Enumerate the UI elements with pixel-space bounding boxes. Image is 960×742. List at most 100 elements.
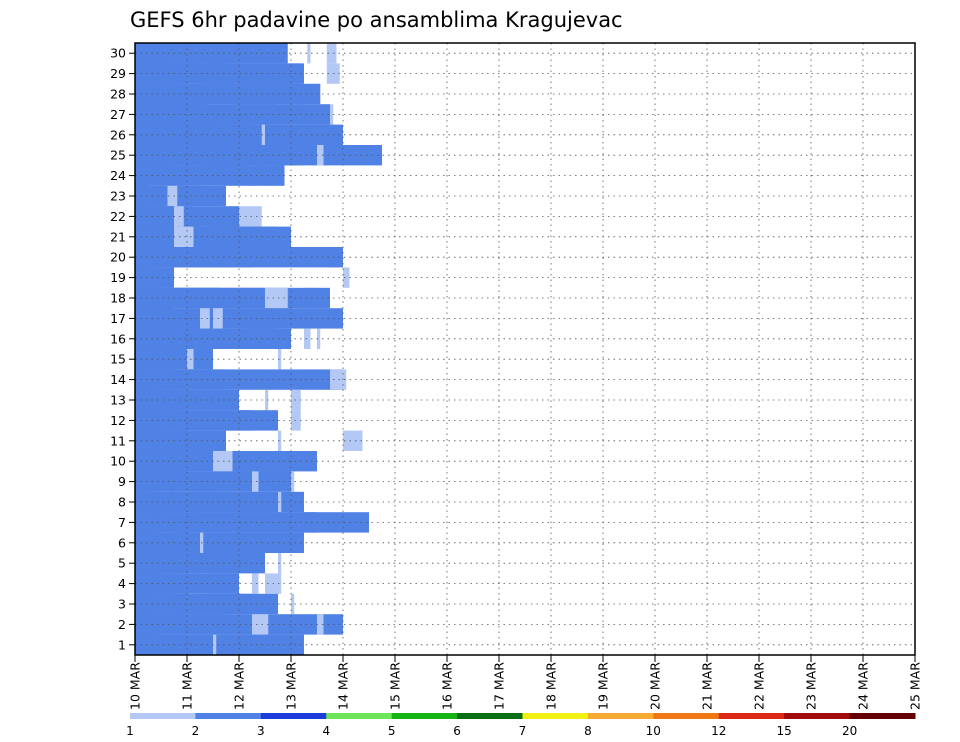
heatmap-cell	[291, 593, 295, 615]
x-tick-label: 18 MAR	[544, 662, 559, 710]
x-tick-label: 17 MAR	[492, 662, 507, 710]
colorbar-swatch	[587, 713, 654, 719]
chart-title: GEFS 6hr padavine po ansamblima Kragujev…	[130, 8, 623, 32]
y-tick-label: 20	[110, 250, 126, 265]
heatmap-cell	[135, 491, 161, 513]
heatmap-cell	[343, 430, 363, 451]
heatmap-cell	[135, 451, 200, 472]
heatmap-cell	[261, 124, 265, 145]
heatmap-cell	[200, 308, 210, 329]
colorbar-label: 8	[584, 724, 592, 738]
heatmap-cell	[343, 267, 350, 288]
y-tick-label: 29	[110, 66, 126, 81]
y-tick-label: 9	[118, 474, 126, 489]
y-tick-label: 30	[110, 46, 126, 61]
x-tick-label: 13 MAR	[284, 662, 299, 710]
y-tick-label: 4	[118, 576, 126, 591]
y-tick-label: 12	[110, 413, 126, 428]
y-tick-label: 21	[110, 229, 126, 244]
heatmap-cell	[317, 328, 321, 349]
heatmap-cell	[135, 491, 304, 513]
heatmap-cell	[135, 553, 265, 574]
heatmap-cell	[174, 206, 184, 227]
x-tick-label: 11 MAR	[180, 662, 195, 710]
colorbar-swatch	[784, 713, 851, 719]
colorbar-swatch	[457, 713, 523, 719]
x-tick-label: 20 MAR	[648, 662, 663, 710]
y-tick-label: 6	[118, 535, 126, 550]
colorbar-label: 20	[842, 724, 857, 738]
heatmap-cell	[278, 430, 282, 451]
heatmap-cell	[278, 553, 282, 574]
y-tick-label: 7	[118, 515, 126, 530]
colorbar-label: 1	[126, 724, 134, 738]
heatmap-cell	[135, 471, 174, 492]
colorbar-swatch	[653, 713, 720, 719]
colorbar-label: 5	[388, 724, 396, 738]
heatmap-cell	[265, 389, 269, 411]
heatmap-cell	[135, 206, 239, 227]
colorbar-swatch	[522, 713, 589, 719]
plot-frame	[134, 42, 916, 656]
heatmap-cell	[326, 43, 337, 64]
x-tick-label: 21 MAR	[700, 662, 715, 710]
y-tick-label: 3	[118, 597, 126, 612]
heatmap-cell	[135, 83, 321, 105]
heatmap-cell	[135, 267, 174, 288]
y-tick-label: 13	[110, 393, 126, 408]
heatmap-cell	[213, 634, 217, 655]
x-axis: 10 MAR 11 MAR 12 MAR 13 MAR 14 MAR 15 MAR 16 M…	[128, 655, 923, 710]
y-tick-label: 26	[110, 127, 126, 142]
colorbar-label: 15	[777, 724, 792, 738]
y-tick-label: 19	[110, 270, 126, 285]
colorbar-swatch	[130, 713, 196, 719]
colorbar-label: 7	[519, 724, 527, 738]
y-tick-label: 11	[110, 433, 126, 448]
colorbar-label: 10	[646, 724, 661, 738]
heatmap-cell	[330, 104, 334, 125]
heatmap-cell	[135, 512, 317, 533]
heatmap-cell	[317, 145, 324, 166]
heatmap-cell	[265, 287, 288, 309]
heatmap-cell	[135, 634, 304, 655]
y-tick-label: 22	[110, 209, 126, 224]
heatmap-cell	[135, 308, 174, 329]
heatmap-cell	[135, 573, 239, 594]
heatmap-cell	[135, 63, 304, 84]
heatmap-cell	[252, 573, 259, 594]
heatmap-cell	[135, 389, 161, 411]
heatmap-cell	[278, 491, 282, 513]
y-tick-label: 2	[118, 617, 126, 632]
heatmap-cell	[174, 226, 194, 247]
x-tick-label: 14 MAR	[336, 662, 351, 710]
x-tick-label: 23 MAR	[804, 662, 819, 710]
y-tick-label: 27	[110, 107, 126, 122]
y-tick-label: 16	[110, 331, 126, 346]
x-tick-label: 22 MAR	[752, 662, 767, 710]
y-tick-label: 8	[118, 495, 126, 510]
heatmap-cell	[304, 328, 311, 349]
y-tick-label: 14	[110, 372, 126, 387]
heatmap-cell	[239, 206, 262, 227]
heatmap-cell	[135, 185, 168, 207]
colorbar-swatch	[849, 713, 916, 719]
heatmap-cell	[135, 145, 304, 166]
y-tick-label: 15	[110, 352, 126, 367]
colorbar-swatch	[260, 713, 327, 719]
heatmap-cell	[330, 369, 347, 390]
heatmap-cell	[317, 614, 324, 635]
heatmap-cell	[135, 349, 187, 370]
colorbar-label: 6	[453, 724, 461, 738]
heatmap-cell	[252, 614, 269, 635]
x-tick-label: 25 MAR	[908, 662, 923, 710]
heatmap-cell	[135, 226, 174, 247]
x-tick-label: 24 MAR	[856, 662, 871, 710]
heatmap-cell	[291, 471, 295, 492]
y-tick-label: 28	[110, 87, 126, 102]
heatmap-cell	[135, 104, 330, 125]
heatmap-cell	[307, 43, 311, 64]
heatmap-cell	[135, 593, 252, 615]
y-tick-label: 10	[110, 454, 126, 469]
x-tick-label: 19 MAR	[596, 662, 611, 710]
